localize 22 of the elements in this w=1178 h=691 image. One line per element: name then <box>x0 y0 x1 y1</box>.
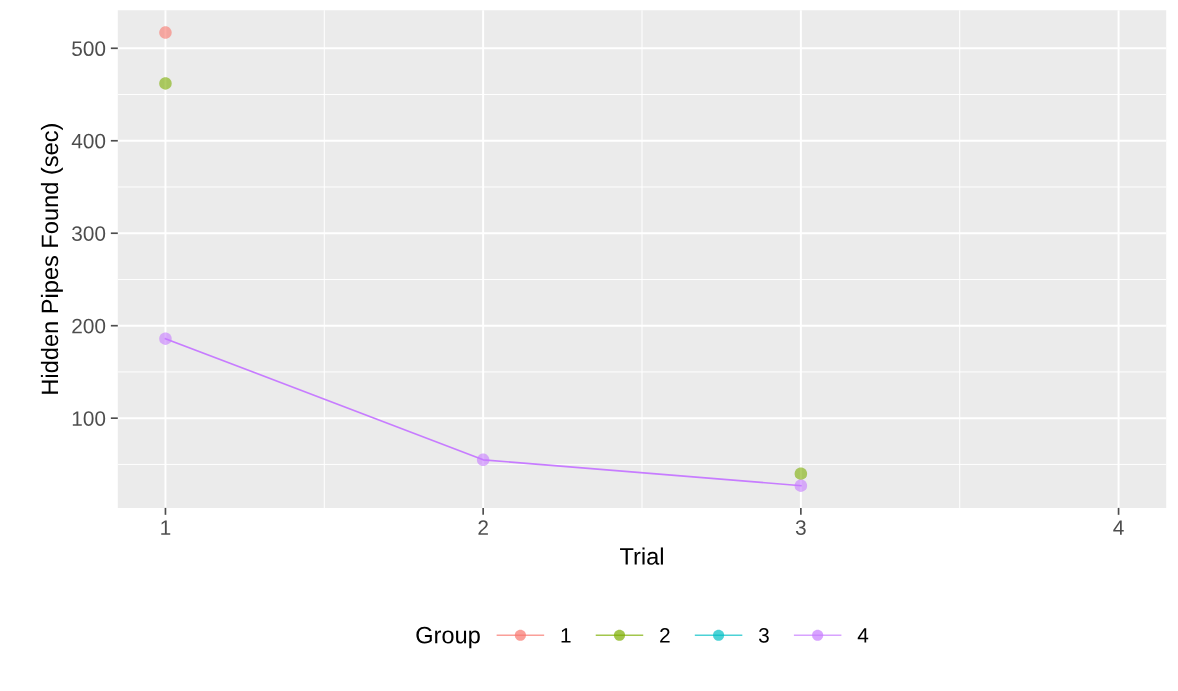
x-tick-label: 4 <box>1113 520 1124 535</box>
x-tick-label: 3 <box>795 520 806 535</box>
y-tick-label: 100 <box>72 411 106 426</box>
legend-title: Group <box>416 626 480 649</box>
x-tick-label: 1 <box>161 520 171 535</box>
legend-label: 4 <box>857 628 869 643</box>
x-axis-title: Trial <box>620 547 663 565</box>
legend-label: 1 <box>561 628 571 643</box>
y-tick-label: 300 <box>72 226 106 241</box>
y-tick-label: 500 <box>72 41 106 57</box>
legend-label: 3 <box>758 627 769 643</box>
legend-label: 2 <box>660 627 670 643</box>
point <box>794 479 808 492</box>
point <box>159 26 172 39</box>
y-tick-label: 400 <box>71 133 106 149</box>
y-tick-label: 200 <box>72 318 106 334</box>
point <box>794 467 808 480</box>
point <box>476 453 490 467</box>
y-axis-title: Hidden Pipes Found (sec) <box>40 124 63 394</box>
point <box>159 77 172 90</box>
point <box>159 332 172 345</box>
x-tick-label: 2 <box>478 520 488 535</box>
